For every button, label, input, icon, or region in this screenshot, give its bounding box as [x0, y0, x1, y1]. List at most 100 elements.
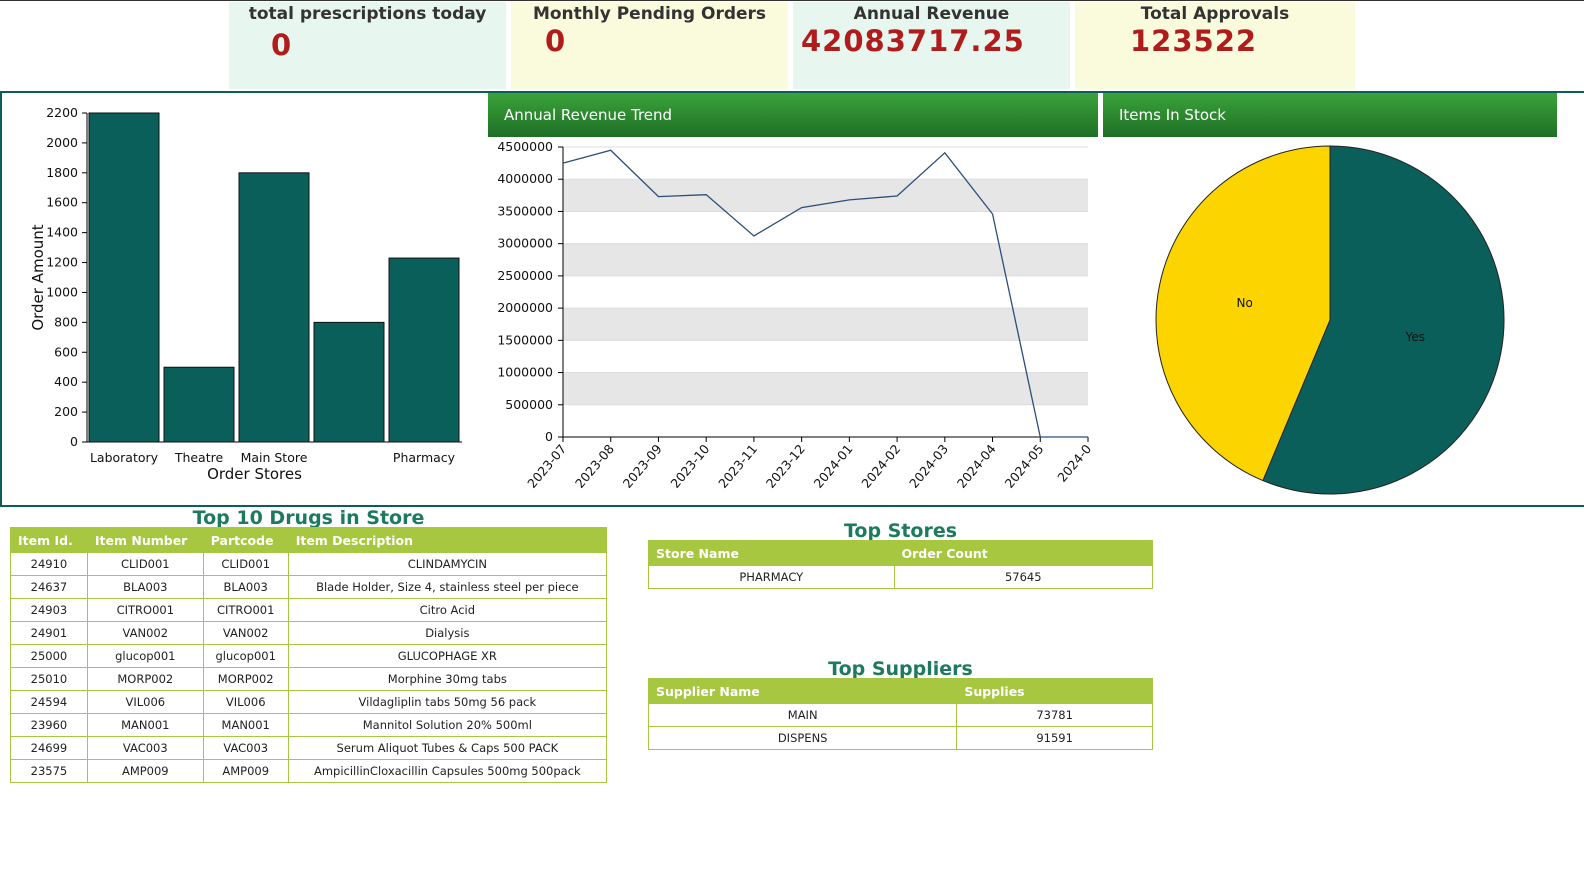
table-row: PHARMACY 57645 [648, 565, 1154, 589]
pie-label: Yes [1405, 330, 1425, 344]
table-cell: CITRO001 [202, 598, 289, 622]
table-row: 24637 BLA003 BLA003 Blade Holder, Size 4, s… [10, 575, 608, 599]
x-tick-label: Theatre [174, 450, 224, 465]
pie-slice-yes [1262, 145, 1505, 495]
kpi-label: Monthly Pending Orders [532, 4, 767, 24]
table-row: 24901 VAN002 VAN002 Dialysis [10, 621, 608, 645]
table-cell: CITRO001 [86, 598, 204, 622]
y-tick-label: 0 [70, 434, 78, 449]
kpi-value: 42083717.25 [801, 24, 1025, 58]
stores-table-title: Top Stores [843, 520, 958, 542]
table-row: 23960 MAN001 MAN001 Mannitol Solution 20% 5… [10, 713, 608, 737]
table-cell: VIL006 [86, 690, 204, 714]
table-row: 23575 AMP009 AMP009 AmpicillinCloxacillin C… [10, 759, 608, 783]
bar [388, 257, 460, 443]
x-tick-label: 2024-01 [811, 441, 856, 491]
x-tick-label: 2023-11 [715, 441, 760, 491]
table-cell: AMP009 [86, 759, 204, 783]
table-cell: VAN002 [202, 621, 289, 645]
table-cell: Blade Holder, Size 4, stainless steel pe… [287, 575, 608, 599]
y-tick-label: 4500000 [497, 139, 553, 154]
table-cell: CLINDAMYCIN [287, 552, 608, 576]
table-cell: 25000 [10, 644, 88, 668]
grid-band [563, 243, 1088, 276]
bar [238, 172, 310, 443]
y-tick-label: 400 [54, 374, 78, 389]
column-header: Partcode [202, 527, 289, 553]
y-tick-label: 500000 [505, 397, 553, 412]
table-cell: 25010 [10, 667, 88, 691]
table-row: 25000 glucop001 glucop001 GLUCOPHAGE XR [10, 644, 608, 668]
table-cell: glucop001 [202, 644, 289, 668]
table-cell: AMP009 [202, 759, 289, 783]
x-tick-label: 2024-02 [858, 441, 903, 491]
table-cell: VAC003 [86, 736, 204, 760]
y-tick-label: 1800 [46, 165, 78, 180]
x-tick-label: 2024-03 [906, 441, 951, 491]
column-header: Item Description [287, 527, 608, 553]
table-cell: MAN001 [202, 713, 289, 737]
order-stores-bar-chart: 0 200 400 600 800 1000 1200 1400 1600 1800 2000 220… [29, 105, 462, 483]
pie-slice-no [1155, 145, 1331, 482]
table-cell: VIL006 [202, 690, 289, 714]
grid-band [563, 308, 1088, 341]
y-tick-label: 1400 [46, 225, 78, 240]
y-tick-label: 2000000 [497, 300, 553, 315]
table-cell: 24910 [10, 552, 88, 576]
y-tick-label: 800 [54, 314, 78, 329]
table-cell: 24637 [10, 575, 88, 599]
x-tick-label: Pharmacy [393, 450, 456, 465]
table-row: 24910 CLID001 CLID001 CLINDAMYCIN [10, 552, 608, 576]
column-header: Order Count [893, 540, 1154, 566]
column-header: Supplies [956, 678, 1153, 704]
table-cell: 24901 [10, 621, 88, 645]
grid-band [563, 179, 1088, 212]
table-cell: 24594 [10, 690, 88, 714]
table-cell: DISPENS [647, 726, 958, 750]
top-border [0, 0, 1584, 1]
stock-panel-header: Items In Stock [1103, 93, 1557, 137]
table-cell: glucop001 [86, 644, 204, 668]
y-tick-label: 600 [54, 344, 78, 359]
table-cell: 57645 [893, 565, 1154, 589]
column-header: Supplier Name [647, 678, 958, 704]
table-cell: 23575 [10, 759, 88, 783]
table-row: 25010 MORP002 MORP002 Morphine 30mg tabs [10, 667, 608, 691]
x-tick-label: 2023-07 [524, 441, 569, 491]
y-tick-label: 1500000 [497, 332, 553, 347]
table-cell: GLUCOPHAGE XR [287, 644, 608, 668]
table-cell: PHARMACY [648, 565, 895, 589]
revenue-panel-header: Annual Revenue Trend [488, 93, 1098, 137]
drugs-table: Item Id. Item Number Partcode Item Descript… [10, 527, 608, 783]
y-tick-label: 4000000 [497, 171, 553, 186]
kpi-total-approvals: Total Approvals 123522 [1075, 2, 1355, 89]
table-row: DISPENS 91591 [647, 726, 1153, 750]
table-row: MAIN 73781 [647, 703, 1153, 727]
x-axis-title: Order Stores [207, 465, 302, 483]
x-tick-label: 2024-04 [954, 441, 999, 491]
table-cell: Citro Acid [287, 598, 608, 622]
table-cell: Mannitol Solution 20% 500ml [287, 713, 608, 737]
table-cell: 24699 [10, 736, 88, 760]
x-tick-label: Laboratory [90, 450, 159, 465]
x-tick-label: 2023-10 [667, 441, 712, 491]
column-header: Item Id. [10, 527, 88, 553]
y-tick-label: 3000000 [497, 236, 553, 251]
table-cell: 91591 [956, 726, 1153, 750]
table-cell: 23960 [10, 713, 88, 737]
charts-frame [0, 91, 1584, 507]
table-cell: Vildagliplin tabs 50mg 56 pack [287, 690, 608, 714]
y-tick-label: 200 [54, 404, 78, 419]
y-tick-label: 2500000 [497, 268, 553, 283]
x-tick-label: 2023-12 [763, 441, 808, 491]
x-tick-label: 2023-08 [572, 441, 617, 491]
table-cell: Dialysis [287, 621, 608, 645]
x-tick-label: 2023-09 [620, 441, 665, 491]
annual-revenue-line-chart: 0 500000 1000000 1500000 2000000 2500000 30000… [497, 139, 1094, 491]
suppliers-table-title: Top Suppliers [828, 658, 973, 680]
items-in-stock-pie-chart: Yes No [1155, 145, 1505, 495]
kpi-label: total prescriptions today [248, 4, 487, 24]
kpi-monthly-pending-orders: Monthly Pending Orders 0 [511, 2, 788, 89]
column-header: Item Number [86, 527, 204, 553]
y-tick-label: 1000 [46, 284, 78, 299]
